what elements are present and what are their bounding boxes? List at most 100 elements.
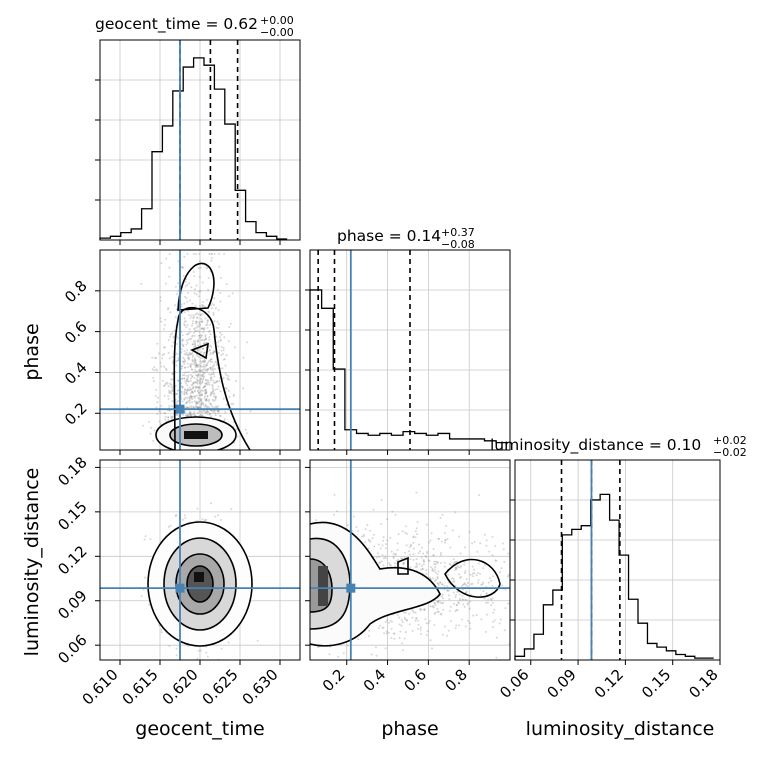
- scatter-point: [205, 382, 208, 385]
- scatter-point: [186, 378, 189, 381]
- scatter-point: [242, 356, 245, 359]
- scatter-point: [487, 581, 490, 584]
- scatter-point: [212, 351, 215, 354]
- scatter-point: [183, 324, 186, 327]
- scatter-point: [419, 626, 422, 629]
- scatter-point: [195, 320, 198, 323]
- scatter-point: [191, 375, 194, 377]
- scatter-point: [189, 337, 192, 340]
- scatter-point: [378, 555, 381, 558]
- scatter-point: [185, 343, 188, 346]
- scatter-point: [183, 302, 186, 305]
- scatter-point: [454, 569, 457, 572]
- scatter-point: [206, 395, 209, 398]
- scatter-point: [202, 304, 205, 307]
- scatter-point: [185, 402, 187, 404]
- scatter-point: [463, 582, 466, 585]
- scatter-point: [485, 592, 488, 595]
- scatter-point: [168, 266, 171, 269]
- scatter-point: [369, 540, 372, 543]
- scatter-point: [165, 282, 167, 285]
- scatter-point: [180, 367, 183, 370]
- scatter-point: [175, 403, 178, 406]
- scatter-point: [193, 397, 196, 399]
- scatter-point: [199, 399, 202, 402]
- scatter-point: [195, 326, 198, 329]
- scatter-point: [205, 363, 208, 366]
- scatter-point: [218, 253, 221, 255]
- scatter-point: [482, 567, 485, 570]
- scatter-point: [412, 553, 415, 556]
- scatter-point: [466, 585, 469, 588]
- scatter-point: [224, 364, 227, 367]
- scatter-point: [192, 314, 195, 317]
- scatter-point: [197, 406, 200, 409]
- scatter-point: [382, 539, 385, 542]
- panel-scatter-phase-distance: 0.2 0.4 0.6 0.8: [305, 459, 567, 695]
- scatter-point: [412, 611, 415, 614]
- scatter-point: [196, 324, 199, 327]
- scatter-point: [214, 388, 217, 391]
- scatter-point: [183, 398, 186, 401]
- scatter-point: [214, 395, 217, 398]
- scatter-point: [192, 340, 195, 343]
- scatter-point: [210, 377, 213, 380]
- scatter-point: [205, 324, 207, 327]
- scatter-point: [415, 491, 418, 494]
- scatter-point: [189, 396, 192, 399]
- scatter-point: [181, 386, 184, 389]
- title-luminosity-distance: luminosity_distance = 0.10: [490, 436, 701, 455]
- scatter-point: [222, 347, 225, 349]
- scatter-point: [375, 556, 378, 559]
- scatter-point: [439, 601, 442, 604]
- scatter-point: [195, 320, 197, 323]
- scatter-point: [183, 392, 186, 395]
- scatter-point: [200, 649, 202, 652]
- scatter-point: [436, 600, 439, 603]
- scatter-point: [487, 598, 489, 601]
- scatter-point: [490, 604, 493, 607]
- scatter-point: [191, 383, 194, 386]
- scatter-point: [199, 289, 202, 292]
- scatter-point: [141, 424, 144, 427]
- scatter-point: [213, 393, 216, 396]
- scatter-point: [199, 390, 202, 393]
- scatter-point: [194, 304, 197, 307]
- scatter-point: [463, 605, 466, 608]
- scatter-point: [161, 379, 164, 382]
- scatter-point: [163, 346, 166, 349]
- scatter-point: [209, 373, 212, 376]
- scatter-point: [458, 573, 461, 576]
- scatter-point: [200, 369, 203, 372]
- scatter-point: [199, 406, 202, 408]
- scatter-point: [203, 359, 206, 362]
- scatter-point: [198, 391, 200, 394]
- scatter-point: [213, 395, 216, 398]
- scatter-point: [196, 366, 199, 368]
- scatter-point: [170, 392, 173, 395]
- scatter-point: [213, 350, 216, 353]
- scatter-point: [423, 560, 426, 563]
- scatter-point: [227, 375, 230, 377]
- scatter-point: [192, 271, 195, 273]
- scatter-point: [210, 376, 213, 379]
- scatter-point: [209, 402, 211, 405]
- scatter-point: [432, 605, 435, 608]
- scatter-point: [357, 530, 360, 532]
- scatter-point: [196, 386, 199, 389]
- scatter-point: [400, 618, 403, 621]
- scatter-point: [501, 584, 503, 587]
- scatter-point: [203, 411, 206, 414]
- scatter-point: [193, 275, 196, 278]
- scatter-point: [485, 544, 488, 547]
- scatter-point: [390, 637, 393, 639]
- scatter-point: [440, 595, 443, 598]
- scatter-point: [209, 412, 211, 415]
- scatter-point: [383, 632, 386, 635]
- scatter-point: [565, 570, 567, 572]
- scatter-point: [201, 373, 204, 376]
- scatter-point: [204, 405, 207, 408]
- scatter-point: [426, 630, 429, 633]
- scatter-point: [436, 577, 439, 580]
- scatter-point: [171, 405, 174, 408]
